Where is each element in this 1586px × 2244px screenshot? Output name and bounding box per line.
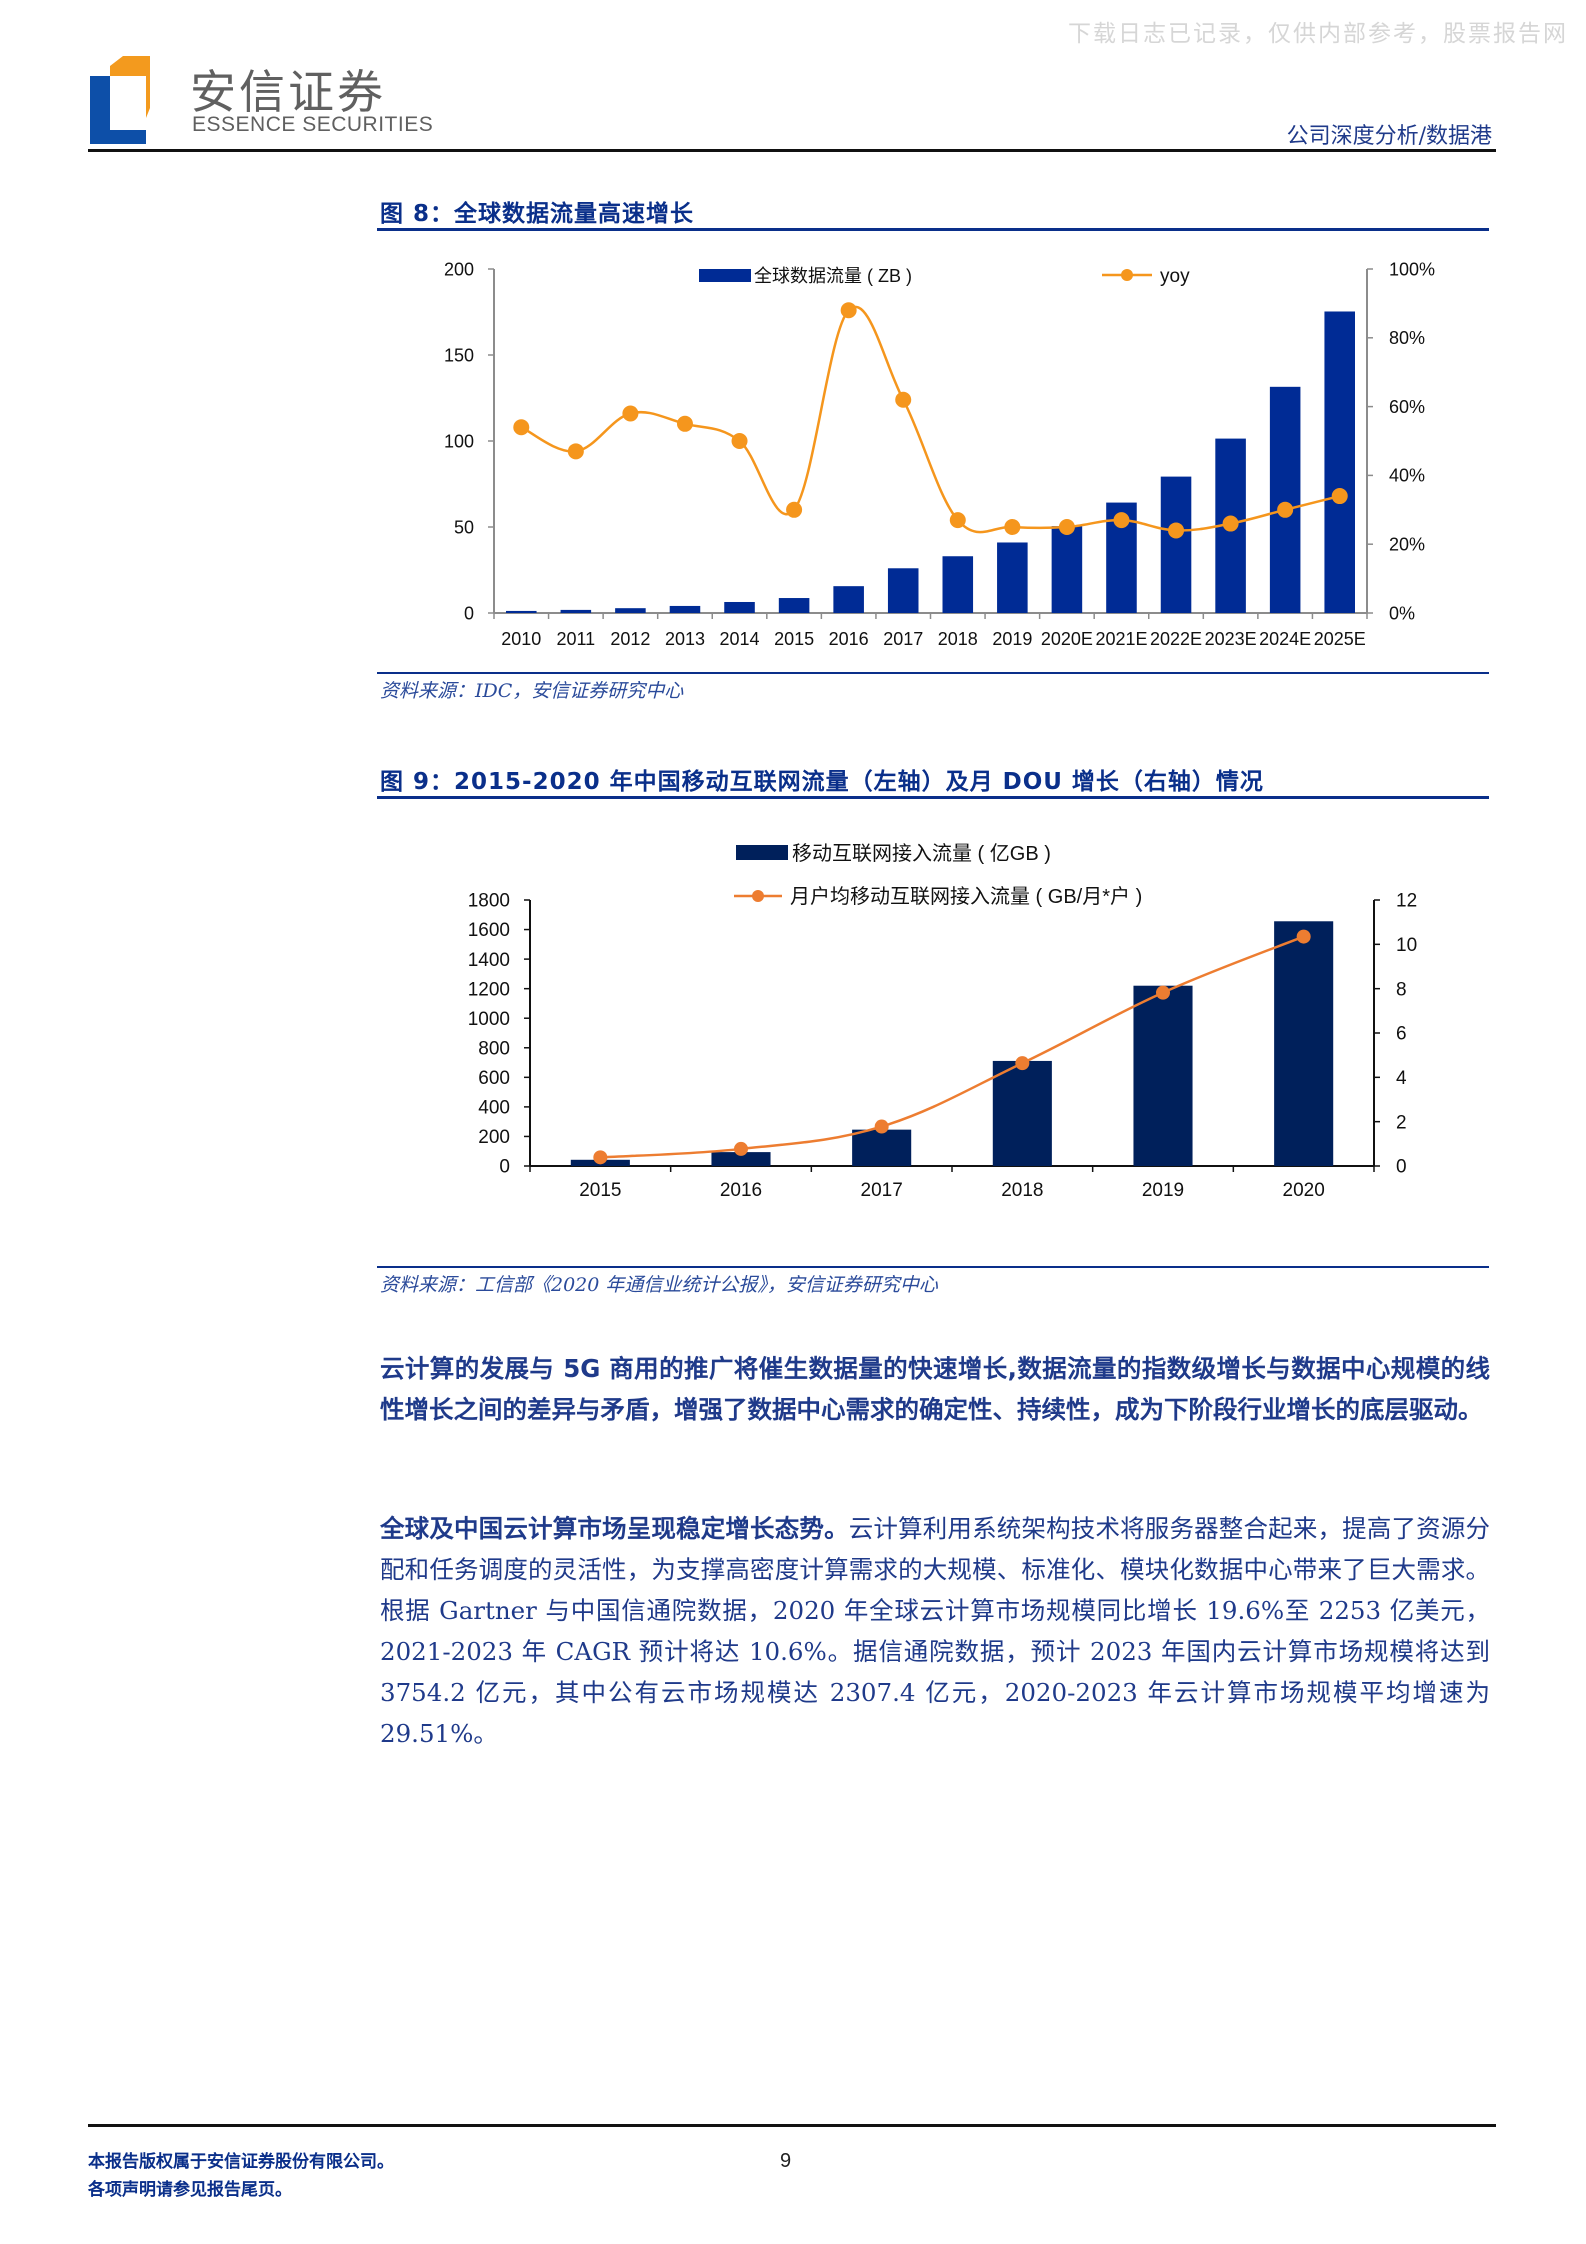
header-divider [88,149,1496,152]
figure-title: 图 9：2015-2020 年中国移动互联网流量（左轴）及月 DOU 增长（右轴… [380,769,1264,795]
svg-text:2016: 2016 [829,629,869,649]
svg-text:2021E: 2021E [1095,629,1147,649]
svg-text:1200: 1200 [468,979,510,1000]
bar-series [570,921,1334,1166]
svg-text:12: 12 [1396,891,1417,912]
svg-text:月户均移动互联网接入流量 ( GB/月*户 ): 月户均移动互联网接入流量 ( GB/月*户 ) [790,885,1142,908]
svg-text:200: 200 [444,259,474,279]
svg-text:2019: 2019 [1142,1180,1184,1201]
figure-source: 资料来源：IDC，安信证券研究中心 [380,680,684,702]
svg-text:2017: 2017 [861,1180,903,1201]
svg-text:20%: 20% [1389,535,1425,555]
svg-text:600: 600 [478,1068,510,1089]
svg-text:2022E: 2022E [1150,629,1202,649]
svg-text:2015: 2015 [579,1180,621,1201]
paragraph-summary: 云计算的发展与 5G 商用的推广将催生数据量的快速增长,数据流量的指数级增长与数… [380,1354,1490,1424]
disclaimer-text: 各项声明请参见报告尾页。 [88,2180,292,2200]
svg-text:50: 50 [454,517,474,537]
chart-china-mobile-traffic: 0 200 400 600 800 1000 1200 1400 1600 1800 0 2 4 6 8 10… [468,842,1417,1201]
svg-text:0%: 0% [1389,603,1415,623]
brand-name-cn: 安信证券 [190,65,386,119]
svg-text:800: 800 [478,1038,510,1059]
chart-global-data-traffic: 0 50 100 150 200 0% 20% 40% 60% 80% 100% 2010 2011 20… [444,259,1435,649]
svg-text:移动互联网接入流量 ( 亿GB ): 移动互联网接入流量 ( 亿GB ) [792,842,1051,865]
svg-text:2016: 2016 [720,1180,762,1201]
svg-text:10: 10 [1396,935,1417,956]
svg-text:6: 6 [1396,1024,1407,1045]
paragraph-body: 云计算利用系统架构技术将服务器整合起来，提高了资源分配和任务调度的灵活性，为支撑… [380,1514,1491,1748]
svg-text:80%: 80% [1389,328,1425,348]
svg-text:1800: 1800 [468,891,510,912]
figure-title-rule [377,796,1489,799]
svg-text:0: 0 [1396,1157,1407,1178]
svg-text:0: 0 [464,603,474,623]
logo-icon [90,56,150,144]
svg-text:40%: 40% [1389,466,1425,486]
svg-text:0: 0 [499,1157,510,1178]
svg-text:2011: 2011 [556,629,595,649]
footer-disclaimer: 本报告版权属于安信证券股份有限公司。 各项声明请参见报告尾页。 [88,2148,394,2204]
report-category: 公司深度分析/数据港 [1286,124,1492,149]
svg-text:1600: 1600 [468,920,510,941]
figure-title-rule [377,228,1489,231]
svg-text:2019: 2019 [992,629,1032,649]
svg-text:yoy: yoy [1160,266,1190,287]
paragraph-lead: 全球及中国云计算市场呈现稳定增长态势。 [380,1514,849,1543]
figure-source: 资料来源：工信部《2020 年通信业统计公报》，安信证券研究中心 [380,1274,938,1296]
svg-text:2025E: 2025E [1314,629,1366,649]
svg-text:100: 100 [444,431,474,451]
svg-text:100%: 100% [1389,259,1435,279]
page-number: 9 [780,2150,792,2172]
copyright-text: 本报告版权属于安信证券股份有限公司。 [88,2152,394,2172]
svg-text:2: 2 [1396,1112,1407,1133]
svg-text:4: 4 [1396,1068,1407,1089]
svg-text:400: 400 [478,1098,510,1119]
svg-text:2018: 2018 [938,629,978,649]
brand-name-en: ESSENCE SECURITIES [192,113,434,136]
svg-text:1400: 1400 [468,950,510,971]
svg-text:2023E: 2023E [1205,629,1257,649]
svg-text:8: 8 [1396,979,1407,1000]
svg-text:150: 150 [444,345,474,365]
svg-text:2020: 2020 [1283,1180,1325,1201]
svg-text:200: 200 [478,1127,510,1148]
svg-text:全球数据流量 ( ZB ): 全球数据流量 ( ZB ) [754,266,912,286]
watermark: 下载日志已记录，仅供内部参考，股票报告网 [1068,21,1568,47]
paragraph-cloud-market: 全球及中国云计算市场呈现稳定增长态势。云计算利用系统架构技术将服务器整合起来，提… [380,1508,1490,1754]
svg-text:2013: 2013 [665,629,705,649]
figure-source-rule [377,672,1489,674]
footer-divider [88,2124,1496,2127]
svg-text:2018: 2018 [1001,1180,1043,1201]
svg-text:2010: 2010 [501,629,541,649]
svg-text:2014: 2014 [720,629,760,649]
svg-text:60%: 60% [1389,397,1425,417]
figure-title: 图 8：全球数据流量高速增长 [380,201,695,227]
svg-text:2024E: 2024E [1259,629,1311,649]
svg-text:2012: 2012 [610,629,650,649]
svg-text:2017: 2017 [883,629,923,649]
figure-source-rule [377,1266,1489,1268]
svg-text:2020E: 2020E [1041,629,1093,649]
svg-text:2015: 2015 [774,629,814,649]
bar-series [506,311,1355,613]
svg-text:1000: 1000 [468,1009,510,1030]
